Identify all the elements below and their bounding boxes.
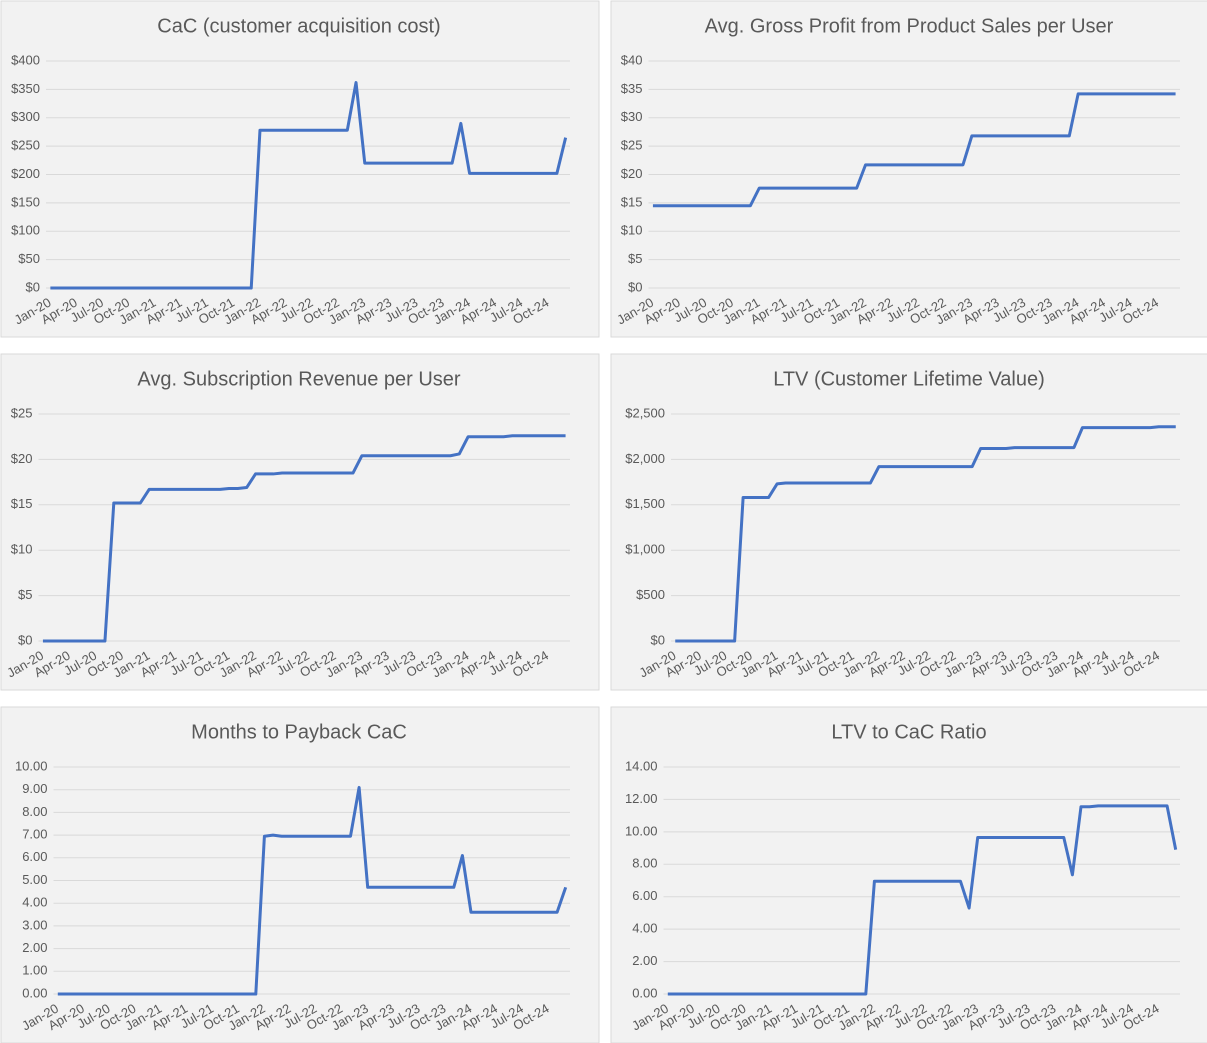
y-tick-label: 8.00 <box>632 856 657 871</box>
y-tick-label: $1,000 <box>625 542 665 557</box>
chart-title: Months to Payback CaC <box>191 721 407 743</box>
y-tick-label: 7.00 <box>22 827 47 842</box>
chart-title: LTV (Customer Lifetime Value) <box>773 368 1045 390</box>
panel-background <box>610 0 1207 338</box>
y-tick-label: 6.00 <box>632 888 657 903</box>
data-line <box>42 434 566 643</box>
y-tick-label: 1.00 <box>22 963 47 978</box>
y-tick-label: $150 <box>11 194 40 209</box>
data-line <box>50 81 568 290</box>
y-tick-label: $0 <box>628 279 642 294</box>
y-tick-label: 2.00 <box>22 940 47 955</box>
y-tick-label: $25 <box>11 405 33 420</box>
data-line <box>57 785 568 996</box>
y-tick-label: $10 <box>11 542 33 557</box>
chart-title: Avg. Subscription Revenue per User <box>137 368 460 390</box>
chart-panel: Avg. Subscription Revenue per User $0 $5 $1… <box>0 353 600 691</box>
y-tick-label: $250 <box>11 138 40 153</box>
chart-title: CaC (customer acquisition cost) <box>157 15 440 37</box>
y-tick-label: $30 <box>621 109 643 124</box>
y-tick-label: 0.00 <box>632 985 657 1000</box>
panel-background <box>610 706 1207 1043</box>
y-tick-label: 14.00 <box>625 758 658 773</box>
y-tick-label: 6.00 <box>22 849 47 864</box>
chart-title: Avg. Gross Profit from Product Sales per… <box>705 15 1114 37</box>
chart-title: LTV to CaC Ratio <box>831 721 986 743</box>
y-tick-label: 8.00 <box>22 804 47 819</box>
y-tick-label: 2.00 <box>632 953 657 968</box>
chart-panel: CaC (customer acquisition cost) $0 $50 $100… <box>0 0 600 338</box>
y-tick-label: $35 <box>621 81 643 96</box>
y-tick-label: 4.00 <box>632 921 657 936</box>
y-tick-label: $1,500 <box>625 496 665 511</box>
y-tick-label: 0.00 <box>22 985 47 1000</box>
y-tick-label: $50 <box>18 251 40 266</box>
chart-panel: Avg. Gross Profit from Product Sales per… <box>610 0 1207 338</box>
chart-panel: LTV to CaC Ratio 0.00 2.00 4.00 6.00 8.00 10.0… <box>610 706 1207 1043</box>
y-tick-label: $25 <box>621 138 643 153</box>
y-tick-label: $2,500 <box>625 405 665 420</box>
y-tick-label: $300 <box>11 109 40 124</box>
data-line <box>675 425 1176 643</box>
y-tick-label: 4.00 <box>22 895 47 910</box>
y-tick-label: $15 <box>621 194 643 209</box>
y-tick-label: $2,000 <box>625 451 665 466</box>
y-tick-label: 10.00 <box>625 823 658 838</box>
y-tick-label: $15 <box>11 496 33 511</box>
y-tick-label: $400 <box>11 52 40 67</box>
y-tick-label: 12.00 <box>625 791 658 806</box>
y-tick-label: $100 <box>11 223 40 238</box>
panel-background <box>610 353 1207 691</box>
y-tick-label: 5.00 <box>22 872 47 887</box>
y-tick-label: $0 <box>651 632 665 647</box>
chart-panel: LTV (Customer Lifetime Value) $0 $500 $1,00… <box>610 353 1207 691</box>
data-line <box>652 92 1176 208</box>
y-tick-label: $500 <box>636 587 665 602</box>
panel-background <box>0 353 600 691</box>
y-tick-label: $20 <box>11 451 33 466</box>
y-tick-label: $0 <box>18 632 32 647</box>
y-tick-label: 10.00 <box>15 758 48 773</box>
y-tick-label: $350 <box>11 81 40 96</box>
y-tick-label: $20 <box>621 166 643 181</box>
y-tick-label: $40 <box>621 52 643 67</box>
y-tick-label: 9.00 <box>22 781 47 796</box>
y-tick-label: $0 <box>26 279 40 294</box>
y-tick-label: 3.00 <box>22 917 47 932</box>
data-line <box>667 804 1178 996</box>
y-tick-label: $5 <box>18 587 32 602</box>
panel-background <box>0 0 600 338</box>
y-tick-label: $5 <box>628 251 642 266</box>
panel-background <box>0 706 600 1043</box>
y-tick-label: $10 <box>621 223 643 238</box>
chart-panel: Months to Payback CaC 0.00 1.00 2.00 3.00 4.0… <box>0 706 600 1043</box>
y-tick-label: $200 <box>11 166 40 181</box>
